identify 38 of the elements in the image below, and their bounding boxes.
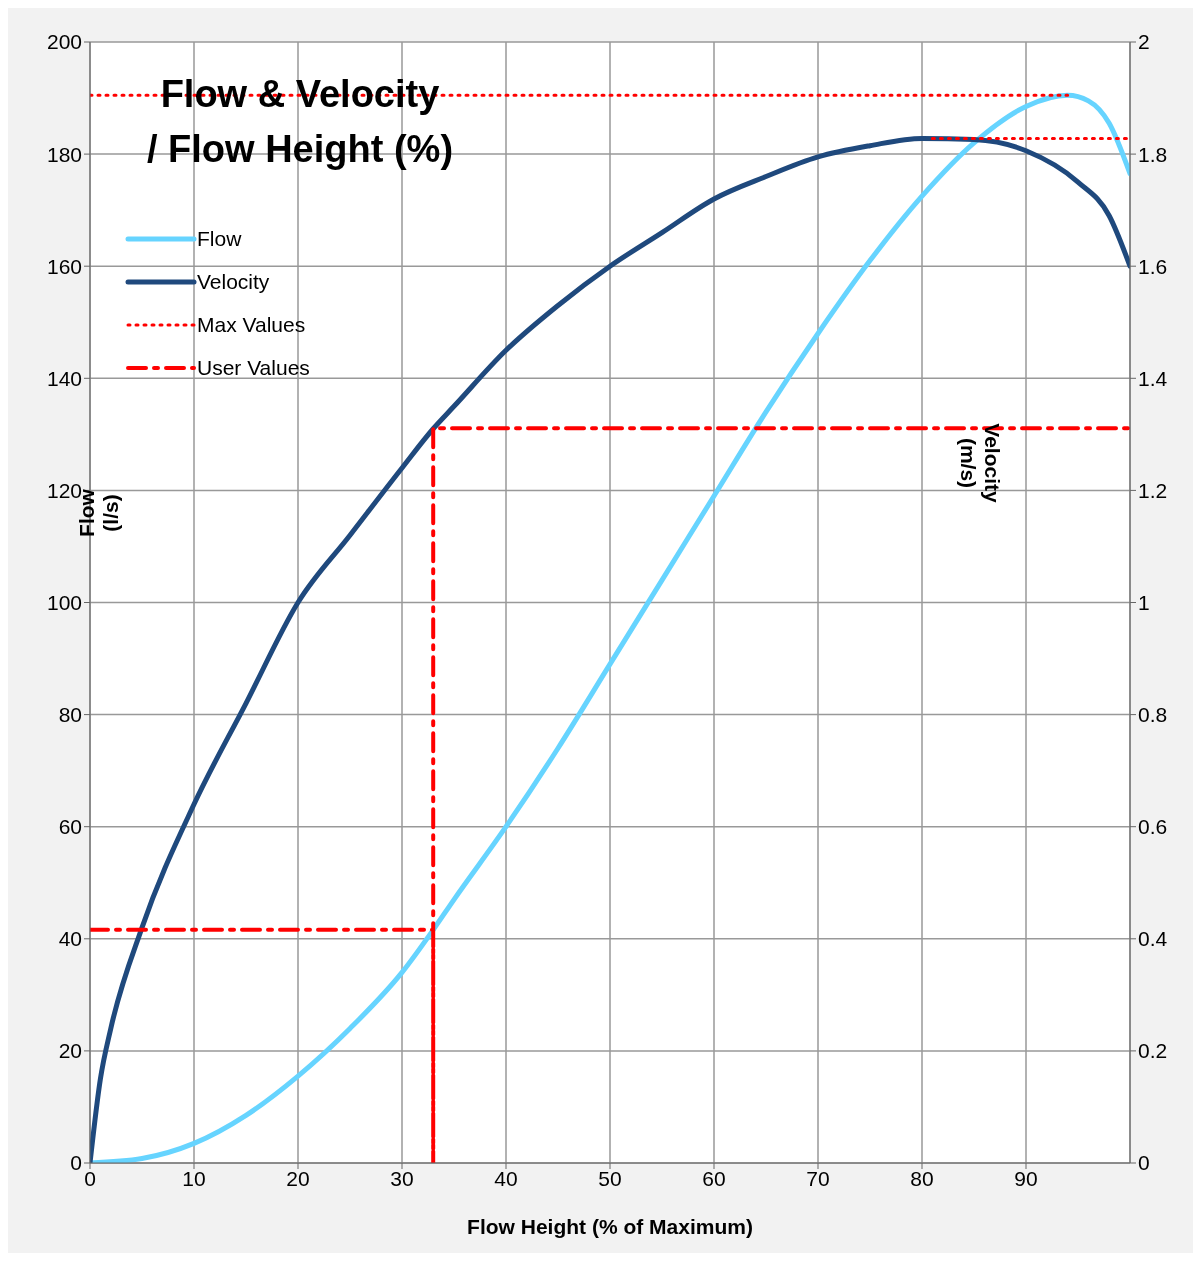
y-tick-label: 160 — [46, 254, 82, 278]
y-tick-label: 120 — [46, 478, 82, 502]
y2-tick-label: 0.2 — [1138, 1039, 1168, 1063]
y2-tick-label: 0.4 — [1138, 927, 1168, 951]
legend-label: Flow — [197, 226, 242, 251]
x-axis-title: Flow Height (% of Maximum) — [466, 1215, 754, 1239]
y-tick-label: 100 — [46, 590, 82, 614]
x-tick-label: 80 — [910, 1166, 934, 1190]
y2-tick-label: 0.8 — [1138, 703, 1168, 727]
y-tick-label: 60 — [58, 815, 82, 839]
y-tick-label: 20 — [58, 1039, 82, 1063]
y2-tick-label: 1 — [1138, 590, 1150, 614]
y2-tick-label: 2 — [1138, 30, 1150, 54]
x-tick-label: 60 — [702, 1166, 726, 1190]
y2-axis-title: Velocity (m/s) — [956, 422, 1004, 505]
legend-label: User Values — [197, 355, 310, 380]
legend-label: Velocity — [197, 269, 270, 294]
x-tick-label: 50 — [598, 1166, 622, 1190]
x-tick-label: 20 — [286, 1166, 310, 1190]
y-tick-label: 40 — [58, 927, 82, 951]
x-tick-label: 30 — [390, 1166, 414, 1190]
legend-label: Max Values — [197, 312, 306, 337]
text: Flow & Velocity / Flow Height (%) — [145, 72, 455, 172]
y-tick-label: 0 — [70, 1151, 82, 1175]
x-tick-label: 40 — [494, 1166, 518, 1190]
x-tick-label: 90 — [1014, 1166, 1038, 1190]
y-tick-label: 200 — [46, 30, 82, 54]
y2-tick-label: 1.6 — [1138, 254, 1168, 278]
y2-tick-label: 1.2 — [1138, 478, 1168, 502]
y-tick-label: 80 — [58, 703, 82, 727]
x-tick-label: 10 — [182, 1166, 206, 1190]
y-tick-label: 140 — [46, 366, 82, 390]
y-tick-label: 180 — [46, 142, 82, 166]
y2-tick-label: 0 — [1138, 1151, 1150, 1175]
y2-tick-label: 1.8 — [1138, 142, 1168, 166]
x-tick-label: 70 — [806, 1166, 830, 1190]
y2-tick-label: 1.4 — [1138, 366, 1168, 390]
y2-tick-label: 0.6 — [1138, 815, 1168, 839]
